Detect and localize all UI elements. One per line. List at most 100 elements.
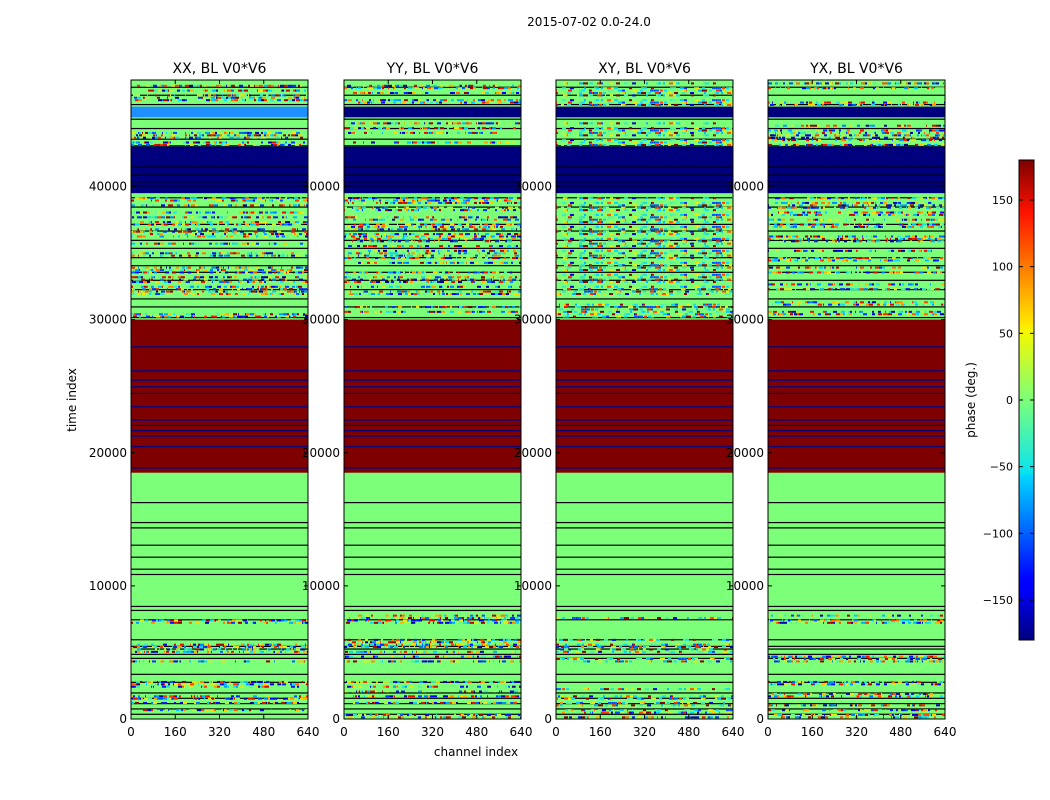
heatmap-cell bbox=[401, 228, 403, 231]
heatmap-cell bbox=[139, 269, 140, 272]
heatmap-cells bbox=[344, 80, 521, 719]
heatmap-cell bbox=[604, 688, 605, 691]
heatmap-cell bbox=[270, 697, 273, 700]
heatmap-cell bbox=[220, 646, 223, 649]
heatmap-cell bbox=[163, 646, 164, 649]
heatmap-cell bbox=[348, 252, 352, 255]
heatmap-cell bbox=[492, 271, 496, 274]
heatmap-cell bbox=[428, 122, 429, 125]
heatmap-cell bbox=[297, 701, 299, 704]
heatmap-cell bbox=[306, 252, 308, 255]
heatmap-cell bbox=[182, 254, 185, 257]
heatmap-cell bbox=[615, 711, 617, 714]
heatmap-cell bbox=[493, 680, 495, 683]
heatmap-cell bbox=[556, 704, 559, 707]
heatmap-cell bbox=[237, 683, 239, 686]
heatmap-cell bbox=[712, 688, 715, 691]
heatmap-cell bbox=[156, 134, 157, 137]
heatmap-cell bbox=[420, 127, 421, 130]
heatmap-cell bbox=[482, 660, 486, 663]
heatmap-cell bbox=[299, 197, 300, 200]
heatmap-cell bbox=[449, 199, 451, 202]
heatmap-cell bbox=[262, 288, 266, 291]
heatmap-cell bbox=[446, 261, 447, 264]
heatmap-row-line bbox=[131, 223, 308, 225]
heatmap-cell bbox=[168, 89, 169, 92]
heatmap-cell bbox=[465, 131, 466, 134]
heatmap-cell bbox=[226, 141, 227, 144]
heatmap-cell bbox=[473, 216, 476, 219]
heatmap-cell bbox=[496, 271, 499, 274]
heatmap-cell bbox=[351, 122, 355, 125]
heatmap-cell bbox=[185, 211, 188, 214]
heatmap-cell bbox=[480, 225, 481, 228]
heatmap-cell bbox=[200, 94, 201, 97]
heatmap-cell bbox=[282, 223, 284, 226]
heatmap-cell bbox=[717, 697, 721, 700]
heatmap-cell bbox=[456, 293, 459, 295]
heatmap-cell bbox=[246, 228, 247, 231]
heatmap-cell bbox=[169, 228, 170, 231]
heatmap-cell bbox=[501, 245, 503, 248]
heatmap-cell bbox=[232, 216, 233, 219]
heatmap-cell bbox=[224, 99, 227, 102]
heatmap-cell bbox=[516, 621, 519, 624]
heatmap-cell bbox=[457, 122, 461, 125]
heatmap-cell bbox=[482, 228, 486, 231]
heatmap-cell bbox=[280, 136, 281, 139]
heatmap-cell bbox=[293, 216, 297, 219]
heatmap-cell bbox=[274, 271, 276, 274]
heatmap-cell bbox=[477, 641, 478, 644]
heatmap-cell bbox=[389, 716, 393, 719]
heatmap-cell bbox=[425, 201, 427, 204]
heatmap-cell bbox=[430, 646, 432, 649]
heatmap-cell bbox=[271, 709, 272, 712]
heatmap-cell bbox=[136, 94, 140, 97]
heatmap-cell bbox=[592, 711, 593, 714]
heatmap-cell bbox=[169, 271, 172, 274]
heatmap-cell bbox=[415, 614, 418, 617]
heatmap-row-line bbox=[131, 527, 308, 529]
heatmap-cell bbox=[143, 254, 146, 257]
heatmap-cell bbox=[400, 621, 404, 624]
heatmap-cell bbox=[230, 228, 233, 231]
heatmap-cell bbox=[188, 660, 189, 663]
heatmap-cell bbox=[186, 141, 187, 144]
heatmap-cell bbox=[386, 685, 389, 688]
heatmap-cell bbox=[482, 614, 485, 617]
heatmap-cell bbox=[386, 310, 389, 313]
heatmap-cell bbox=[279, 293, 280, 295]
heatmap-cell bbox=[151, 621, 155, 624]
heatmap-cell bbox=[177, 646, 180, 649]
heatmap-cell bbox=[517, 235, 521, 238]
heatmap-cell bbox=[147, 269, 148, 272]
heatmap-cell bbox=[393, 199, 397, 202]
heatmap-cell bbox=[568, 695, 570, 698]
heatmap-cell bbox=[409, 257, 412, 260]
heatmap-cell bbox=[730, 660, 732, 663]
heatmap-cell bbox=[170, 621, 174, 624]
heatmap-cell bbox=[167, 293, 170, 295]
heatmap-cell bbox=[404, 201, 407, 204]
heatmap-cell bbox=[354, 199, 355, 202]
heatmap-cell bbox=[224, 646, 226, 649]
heatmap-cell bbox=[374, 249, 378, 252]
heatmap-cell bbox=[358, 261, 361, 264]
heatmap-cell bbox=[137, 643, 140, 646]
heatmap-cell bbox=[286, 315, 289, 318]
heatmap-cell bbox=[393, 87, 394, 90]
heatmap-cell bbox=[502, 199, 504, 202]
heatmap-cell bbox=[416, 643, 417, 646]
heatmap-cell bbox=[237, 271, 239, 274]
heatmap-cell bbox=[442, 201, 445, 204]
heatmap-cell bbox=[411, 660, 415, 663]
heatmap-cell bbox=[492, 293, 495, 295]
heatmap-cell bbox=[445, 614, 447, 617]
heatmap-cell bbox=[152, 136, 155, 139]
heatmap-cell bbox=[159, 235, 160, 238]
heatmap-cell bbox=[223, 254, 224, 257]
heatmap-cell bbox=[427, 701, 429, 704]
heatmap-cell bbox=[306, 683, 308, 686]
heatmap-row-line bbox=[131, 697, 308, 699]
heatmap-cell bbox=[398, 271, 399, 274]
